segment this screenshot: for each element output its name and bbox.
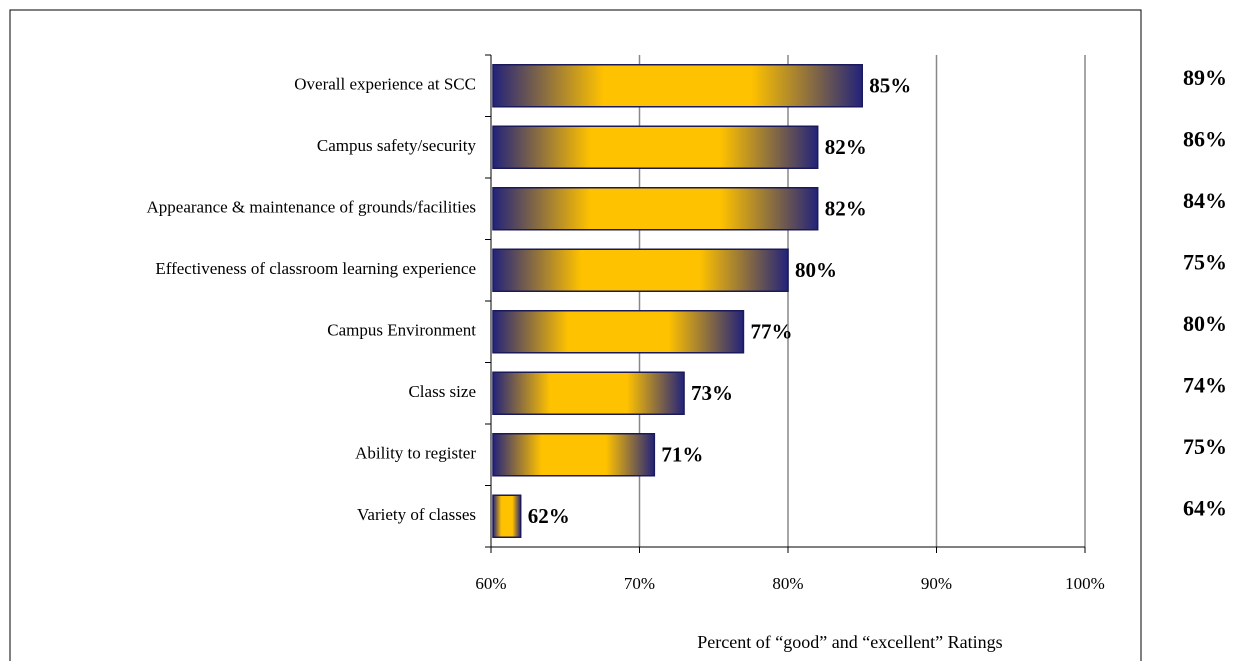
x-tick-label: 100% bbox=[1065, 574, 1105, 593]
comparison-label: 84% bbox=[1183, 188, 1227, 213]
bar bbox=[492, 187, 819, 231]
comparison-label: 75% bbox=[1183, 249, 1227, 274]
category-label: Class size bbox=[408, 382, 476, 401]
bar bbox=[492, 371, 685, 415]
category-label: Overall experience at SCC bbox=[294, 75, 476, 94]
data-label: 73% bbox=[691, 381, 733, 405]
category-label: Campus safety/security bbox=[317, 136, 477, 155]
x-axis-label: Percent of “good” and “excellent” Rating… bbox=[697, 632, 1002, 652]
category-label: Ability to register bbox=[355, 444, 476, 463]
category-label: Effectiveness of classroom learning expe… bbox=[155, 259, 476, 278]
data-label: 82% bbox=[825, 197, 867, 221]
data-label: 80% bbox=[795, 258, 837, 282]
comparison-label: 64% bbox=[1183, 495, 1227, 520]
comparison-label: 86% bbox=[1183, 126, 1227, 151]
data-label: 82% bbox=[825, 135, 867, 159]
x-tick-label: 90% bbox=[921, 574, 952, 593]
category-label: Campus Environment bbox=[327, 321, 476, 340]
x-tick-label: 60% bbox=[475, 574, 506, 593]
x-tick-label: 80% bbox=[772, 574, 803, 593]
comparison-label: 89% bbox=[1183, 65, 1227, 90]
bar bbox=[492, 248, 789, 292]
data-label: 62% bbox=[528, 504, 570, 528]
bar bbox=[492, 310, 745, 354]
comparison-label: 74% bbox=[1183, 372, 1227, 397]
x-tick-label: 70% bbox=[624, 574, 655, 593]
category-label: Appearance & maintenance of grounds/faci… bbox=[147, 198, 476, 217]
bar bbox=[492, 494, 522, 538]
bar bbox=[492, 125, 819, 169]
category-label: Variety of classes bbox=[357, 505, 476, 524]
frame bbox=[9, 9, 1142, 661]
data-label: 77% bbox=[750, 320, 792, 344]
data-label: 71% bbox=[661, 443, 703, 467]
bar bbox=[492, 64, 863, 108]
data-label: 85% bbox=[869, 74, 911, 98]
comparison-label: 75% bbox=[1183, 434, 1227, 459]
bar bbox=[492, 433, 656, 477]
comparison-label: 80% bbox=[1183, 311, 1227, 336]
